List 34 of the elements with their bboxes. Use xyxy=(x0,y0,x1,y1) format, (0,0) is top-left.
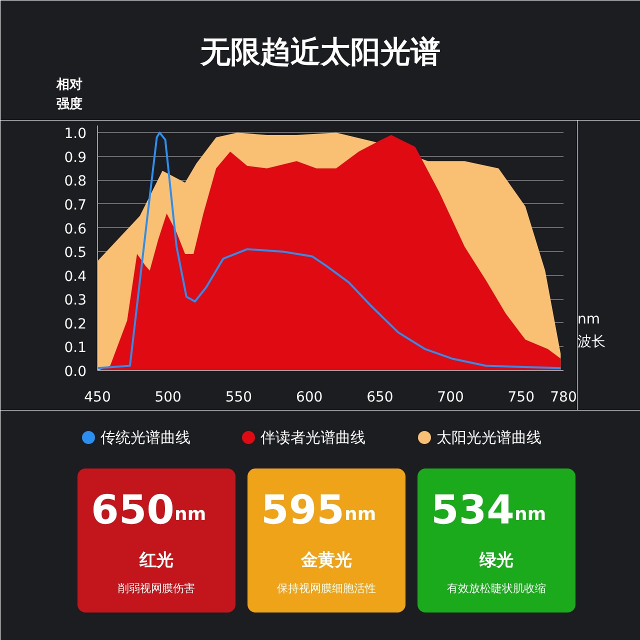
legend-label: 伴读者光谱曲线 xyxy=(260,428,366,446)
text: 金黄光 xyxy=(300,550,352,570)
y-tick-label: 0.6 xyxy=(64,221,87,238)
y-tick-label: 0.4 xyxy=(64,268,87,285)
x-axis-title: nm 波长 xyxy=(578,311,606,350)
legend-label: 太阳光光谱曲线 xyxy=(436,428,542,446)
text: 保持视网膜细胞活性 xyxy=(277,582,376,595)
x-tick-label: 550 xyxy=(225,390,252,406)
y-tick-label: 0.5 xyxy=(64,245,86,262)
y-tick-label: 0.0 xyxy=(64,364,86,380)
x-tick-label: 780 xyxy=(550,390,577,406)
chart-title: 无限趋近太阳光谱 xyxy=(200,35,440,70)
y-tick-label: 0.2 xyxy=(64,316,86,332)
text: 650nm xyxy=(91,488,206,534)
x-tick-label: 450 xyxy=(84,390,111,406)
text: 削弱视网膜伤害 xyxy=(118,582,195,595)
x-tick-label: 650 xyxy=(366,390,394,406)
text: 534nm xyxy=(431,488,546,534)
text: 绿光 xyxy=(478,550,514,570)
y-tick-label: 0.3 xyxy=(64,292,86,309)
x-tick-label: 600 xyxy=(296,390,323,406)
text: 595nm xyxy=(261,488,376,534)
x-tick-label: 700 xyxy=(437,390,464,406)
y-tick-label: 0.7 xyxy=(64,197,86,214)
x-tick-label: 750 xyxy=(508,390,535,406)
text: 红光 xyxy=(138,550,174,570)
y-tick-label: 0.9 xyxy=(64,150,86,166)
y-tick-label: 0.1 xyxy=(64,340,86,356)
y-tick-label: 1.0 xyxy=(64,126,86,142)
legend-label: 传统光谱曲线 xyxy=(100,428,190,446)
x-tick-label: 500 xyxy=(154,390,182,406)
y-axis-title: 相对强度 xyxy=(56,78,82,112)
text: 有效放松睫状肌收缩 xyxy=(447,582,546,595)
y-tick-label: 0.8 xyxy=(64,174,86,190)
